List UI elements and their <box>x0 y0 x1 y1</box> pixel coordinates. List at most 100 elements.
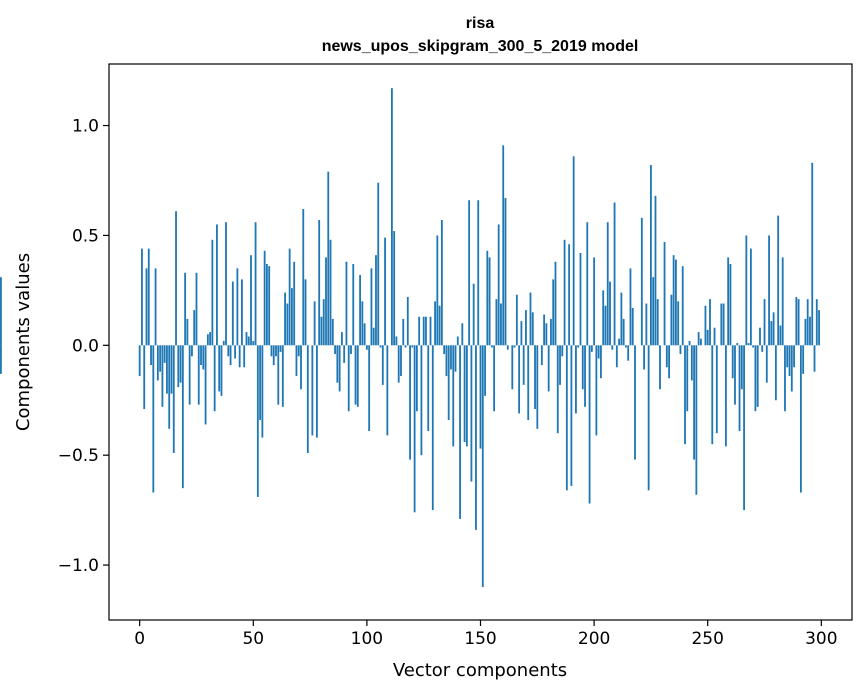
bar <box>334 345 336 355</box>
bar <box>172 345 175 453</box>
bar <box>163 345 166 363</box>
bar <box>572 156 575 346</box>
bar <box>268 266 271 346</box>
bar <box>615 345 618 368</box>
bar <box>629 268 632 346</box>
chart-subtitle: news_upos_skipgram_300_5_2019 model <box>322 38 639 55</box>
x-tick-label: 50 <box>242 629 264 649</box>
bar <box>320 316 323 346</box>
bar <box>781 257 784 346</box>
bar <box>434 301 436 346</box>
bar <box>756 345 759 407</box>
bar <box>804 318 807 346</box>
bar <box>222 340 225 346</box>
bar <box>697 332 700 346</box>
bar <box>468 200 471 346</box>
bar <box>377 182 380 346</box>
bar <box>193 310 196 346</box>
bar <box>220 345 223 396</box>
bar <box>695 345 698 495</box>
bar <box>284 292 286 346</box>
bar <box>797 299 800 346</box>
bar <box>768 235 770 346</box>
bar <box>206 334 209 346</box>
bar <box>570 345 573 486</box>
bar <box>147 248 150 346</box>
bar <box>259 345 262 421</box>
bar <box>497 224 500 346</box>
bar <box>356 345 359 407</box>
bar <box>461 323 464 346</box>
bar <box>511 345 514 390</box>
bar <box>315 345 318 438</box>
bar <box>584 345 586 407</box>
bar <box>565 345 568 491</box>
bar <box>402 318 405 346</box>
bar <box>679 345 682 355</box>
bar <box>493 345 496 412</box>
bar <box>809 316 811 346</box>
bar <box>625 345 627 348</box>
bar <box>693 345 695 460</box>
bar <box>161 345 164 407</box>
bar <box>350 345 352 355</box>
bar <box>484 345 486 396</box>
bar <box>711 345 714 445</box>
bar <box>256 345 259 497</box>
bar <box>191 345 193 357</box>
bar <box>595 345 598 436</box>
bar <box>534 345 536 410</box>
chart-title: risa <box>466 15 495 32</box>
bar <box>395 336 398 346</box>
bar <box>581 345 584 390</box>
bar <box>559 345 561 385</box>
bar <box>252 340 255 346</box>
bar <box>463 345 466 442</box>
bar <box>490 345 493 348</box>
bar <box>456 336 459 346</box>
bar <box>218 345 221 392</box>
bar <box>668 345 670 379</box>
bar <box>184 272 187 346</box>
bar <box>554 261 557 346</box>
bar <box>652 277 655 346</box>
x-tick-label: 200 <box>578 629 610 649</box>
bar <box>327 171 330 346</box>
bar <box>277 345 280 405</box>
bar <box>281 345 284 407</box>
bar <box>745 235 748 346</box>
bar <box>156 345 159 381</box>
bar <box>540 345 543 366</box>
bar <box>593 257 596 346</box>
bar <box>747 343 750 346</box>
bar <box>613 202 616 346</box>
bar <box>216 224 218 346</box>
y-tick-label: 0.0 <box>72 336 99 356</box>
bar <box>802 345 805 374</box>
bar <box>400 345 402 377</box>
bar <box>577 345 580 348</box>
bar <box>347 345 350 412</box>
bar <box>329 239 332 346</box>
bar <box>597 345 600 359</box>
bar <box>234 345 237 359</box>
bar <box>293 261 296 346</box>
bar <box>727 257 730 346</box>
x-tick-label: 100 <box>351 629 383 649</box>
bar <box>343 345 346 363</box>
bar <box>211 239 214 346</box>
bar <box>475 345 477 530</box>
bar <box>486 250 489 346</box>
bar <box>143 345 146 410</box>
bar <box>675 259 677 346</box>
bar <box>772 312 775 346</box>
bar <box>325 257 327 346</box>
bar <box>552 279 555 346</box>
bar <box>684 345 686 445</box>
bar <box>609 281 611 346</box>
bar <box>788 345 791 377</box>
bar <box>740 345 743 390</box>
bar <box>706 329 709 346</box>
bar <box>754 345 757 412</box>
bar <box>279 345 282 352</box>
